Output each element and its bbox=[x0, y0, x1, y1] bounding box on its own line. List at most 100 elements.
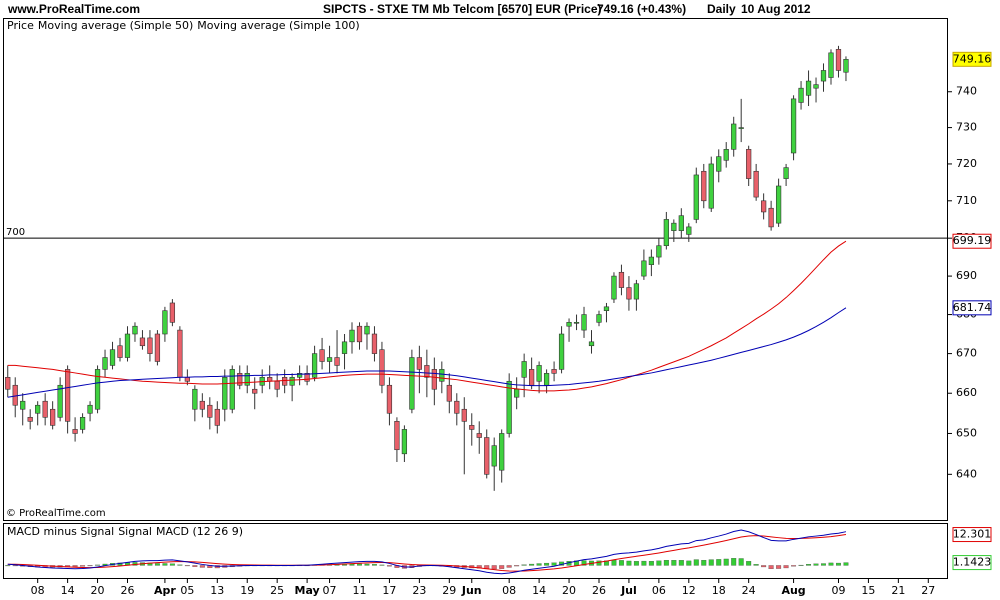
x-tick-label: 08 bbox=[31, 584, 45, 597]
candle-body bbox=[708, 163, 714, 209]
candle-body bbox=[746, 149, 752, 179]
histogram-bar bbox=[663, 559, 669, 566]
candle-body bbox=[611, 275, 617, 300]
x-tick-label: Apr bbox=[154, 584, 176, 597]
x-tick-label: 17 bbox=[382, 584, 396, 597]
candle-body bbox=[394, 421, 400, 451]
candle-body bbox=[768, 207, 774, 228]
candle-body bbox=[87, 404, 93, 414]
candle-body bbox=[424, 365, 430, 378]
last-value-box bbox=[952, 51, 992, 67]
candle-body bbox=[738, 127, 744, 129]
last-value-label: 699.19 bbox=[953, 234, 992, 247]
candle-body bbox=[117, 345, 123, 358]
candle-body bbox=[723, 149, 729, 161]
x-tick-label: 24 bbox=[742, 584, 756, 597]
histogram-bar bbox=[701, 559, 707, 566]
y-tick-label: 660 bbox=[956, 386, 977, 399]
histogram-bar bbox=[626, 560, 632, 566]
candle-body bbox=[820, 70, 827, 82]
candle-body bbox=[633, 283, 640, 300]
candle-body bbox=[42, 400, 48, 418]
histogram-bar bbox=[716, 559, 722, 566]
y-tick-label: 690 bbox=[956, 269, 977, 282]
candle-body bbox=[364, 325, 370, 335]
histogram-bar bbox=[671, 560, 677, 566]
x-tick-label: 08 bbox=[502, 584, 516, 597]
x-tick-label: 15 bbox=[861, 584, 875, 597]
histogram-bar bbox=[80, 565, 86, 567]
legend-label: MACD minus Signal bbox=[7, 525, 114, 538]
histogram-bar bbox=[746, 561, 752, 566]
legend-label: MACD (12 26 9) bbox=[156, 525, 243, 538]
quote: 749.16 (+0.43%) bbox=[597, 2, 686, 16]
candle-body bbox=[671, 222, 677, 231]
candle-body bbox=[192, 388, 198, 410]
candle-body bbox=[12, 384, 18, 406]
last-value-box bbox=[952, 233, 992, 249]
candle-body bbox=[618, 271, 625, 288]
histogram-bar bbox=[521, 564, 527, 566]
histogram-bar bbox=[828, 562, 834, 566]
candle-body bbox=[139, 337, 146, 347]
candle-body bbox=[484, 437, 490, 475]
histogram-bar bbox=[641, 560, 647, 566]
histogram-bar bbox=[177, 564, 183, 566]
candle-body bbox=[566, 322, 572, 327]
histogram-bar bbox=[596, 560, 602, 566]
histogram-bar bbox=[633, 561, 639, 566]
histogram-bar bbox=[12, 565, 18, 567]
candle-body bbox=[79, 416, 86, 430]
candle-body bbox=[267, 377, 273, 382]
candle-body bbox=[701, 170, 707, 202]
x-tick-label: 12 bbox=[682, 584, 696, 597]
candle-body bbox=[596, 314, 602, 323]
last-value-box bbox=[952, 555, 992, 571]
y-tick-label: 670 bbox=[956, 347, 977, 360]
candle-body bbox=[573, 322, 580, 324]
candle-body bbox=[461, 408, 467, 422]
legend-label: Price bbox=[7, 19, 34, 32]
candle-body bbox=[319, 349, 325, 362]
candle-body bbox=[94, 369, 101, 410]
x-tick-label: May bbox=[295, 584, 320, 597]
candle-body bbox=[102, 357, 108, 370]
moving-average-line bbox=[7, 240, 847, 392]
x-tick-label: 20 bbox=[562, 584, 576, 597]
histogram-bar bbox=[761, 565, 767, 568]
y-tick-label: 640 bbox=[956, 467, 977, 480]
candle-body bbox=[514, 388, 520, 398]
x-tick-label: 07 bbox=[323, 584, 337, 597]
histogram-bar bbox=[5, 565, 11, 567]
candle-body bbox=[341, 341, 348, 354]
candle-body bbox=[790, 98, 797, 154]
candle-body bbox=[678, 215, 684, 231]
histogram-bar bbox=[357, 563, 362, 566]
histogram-bar bbox=[708, 559, 714, 566]
x-tick-label: Jul bbox=[620, 584, 637, 597]
x-tick-label: Aug bbox=[781, 584, 805, 597]
candle-body bbox=[184, 377, 190, 382]
histogram-bar bbox=[611, 559, 617, 566]
x-tick-label: 26 bbox=[120, 584, 134, 597]
histogram-bar bbox=[199, 565, 205, 568]
candle-body bbox=[237, 373, 243, 386]
copyright: © ProRealTime.com bbox=[6, 508, 106, 519]
site-name: www.ProRealTime.com bbox=[7, 2, 140, 16]
candle-body bbox=[835, 49, 842, 71]
candle-body bbox=[603, 306, 610, 311]
candle-body bbox=[207, 404, 213, 418]
x-tick-label: 27 bbox=[921, 584, 935, 597]
candle-body bbox=[252, 388, 258, 394]
candle-body bbox=[401, 429, 408, 455]
legend-label: Moving average (Simple 100) bbox=[197, 19, 359, 32]
histogram-bar bbox=[791, 565, 797, 567]
x-tick-label: 05 bbox=[180, 584, 194, 597]
histogram-bar bbox=[491, 565, 497, 570]
candle-body bbox=[109, 349, 116, 366]
candle-body bbox=[558, 333, 565, 370]
candle-body bbox=[244, 373, 250, 386]
candle-body bbox=[626, 287, 632, 300]
histogram-bar bbox=[154, 563, 160, 566]
candle-body bbox=[731, 123, 737, 150]
